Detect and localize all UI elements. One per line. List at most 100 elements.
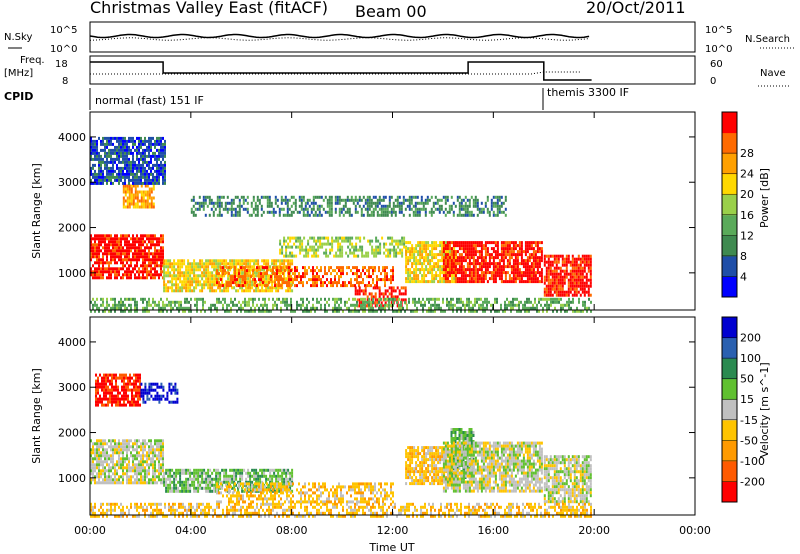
data-cell [106, 448, 108, 452]
data-cell [110, 160, 112, 164]
data-cell [108, 457, 110, 461]
data-cell [92, 478, 94, 482]
data-cell [96, 454, 98, 458]
data-cell [187, 268, 190, 272]
data-cell [114, 478, 116, 482]
data-cell [557, 257, 560, 261]
data-cell [575, 287, 578, 291]
data-cell [395, 251, 398, 255]
data-cell [310, 269, 312, 273]
data-cell [565, 263, 568, 267]
data-cell [284, 213, 287, 217]
data-cell [136, 196, 139, 200]
data-cell [134, 142, 136, 146]
data-cell [132, 172, 134, 176]
data-cell [310, 278, 312, 282]
data-cell [341, 236, 344, 240]
data-cell [272, 266, 274, 270]
data-cell [98, 460, 100, 464]
data-cell [318, 275, 320, 279]
data-cell [565, 260, 568, 264]
data-cell [396, 295, 399, 299]
data-cell [478, 250, 481, 254]
data-cell [134, 202, 137, 206]
data-cell [378, 198, 381, 202]
data-cell [331, 236, 334, 240]
data-cell [486, 253, 489, 257]
data-cell [92, 276, 94, 280]
data-cell [259, 280, 262, 284]
data-cell [393, 251, 396, 255]
data-cell [130, 309, 132, 313]
data-cell [516, 309, 518, 313]
data-cell [202, 300, 204, 304]
data-cell [328, 210, 331, 214]
data-cell [100, 181, 102, 185]
data-cell [106, 178, 108, 182]
data-cell [216, 272, 218, 276]
data-cell [114, 261, 116, 265]
data-cell [436, 297, 438, 301]
data-cell [96, 466, 98, 470]
data-cell [90, 243, 92, 247]
data-cell [126, 172, 128, 176]
data-cell [122, 249, 124, 253]
data-cell [204, 198, 207, 202]
data-cell [102, 160, 104, 164]
data-cell [442, 300, 444, 304]
data-cell [478, 265, 481, 269]
data-cell [364, 297, 366, 301]
data-cell [429, 250, 432, 254]
data-cell [456, 277, 459, 281]
data-cell [286, 284, 288, 288]
data-cell [240, 309, 242, 313]
data-cell [366, 295, 369, 299]
data-cell [458, 244, 461, 248]
data-cell [100, 273, 102, 277]
data-cell [114, 270, 116, 274]
data-cell [510, 247, 513, 251]
data-cell [213, 259, 216, 263]
data-cell [418, 213, 421, 217]
data-cell [424, 213, 427, 217]
data-cell [116, 145, 118, 149]
data-cell [510, 303, 512, 307]
data-cell [551, 278, 554, 282]
data-cell [543, 257, 546, 261]
data-cell [244, 300, 246, 304]
data-cell [301, 242, 304, 246]
data-cell [555, 284, 558, 288]
data-cell [416, 201, 419, 205]
data-cell [126, 157, 128, 161]
data-cell [132, 202, 135, 206]
data-cell [144, 166, 146, 170]
data-cell [182, 306, 184, 310]
data-cell [104, 475, 106, 479]
data-cell [462, 300, 464, 304]
data-cell [328, 281, 330, 285]
data-cell [158, 172, 160, 176]
data-cell [280, 300, 282, 304]
data-cell [164, 163, 166, 167]
nsearch-label: N.Search [745, 34, 790, 45]
data-cell [462, 277, 465, 281]
data-cell [484, 256, 487, 260]
data-cell [456, 256, 459, 260]
data-cell [122, 136, 124, 140]
data-cell [245, 262, 248, 266]
data-cell [156, 264, 158, 268]
data-cell [524, 309, 526, 313]
data-cell [348, 210, 351, 214]
data-cell [154, 303, 156, 307]
data-cell [240, 275, 242, 279]
data-cell [506, 259, 509, 263]
data-cell [96, 267, 98, 271]
data-cell [102, 300, 104, 304]
data-cell [431, 271, 434, 275]
data-cell [348, 213, 351, 217]
data-cell [502, 268, 505, 272]
data-cell [142, 139, 144, 143]
data-cell [581, 284, 584, 288]
data-cell [444, 271, 447, 275]
data-cell [302, 303, 304, 307]
